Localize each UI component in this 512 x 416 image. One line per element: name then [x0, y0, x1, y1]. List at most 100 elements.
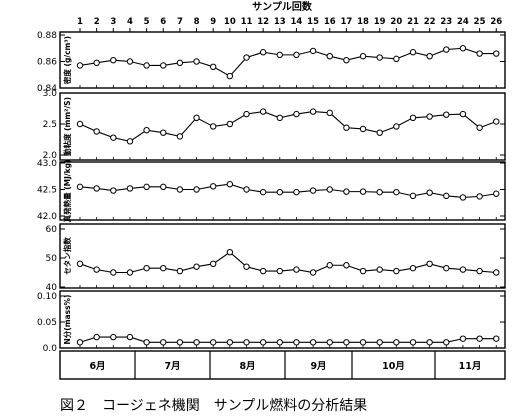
data-point [426, 53, 433, 60]
figure-caption: 図２ コージェネ機関 サンプル燃料の分析結果 [60, 397, 367, 414]
data-point [110, 269, 117, 276]
data-point [293, 339, 300, 346]
sample-number-label: 5 [144, 17, 150, 27]
sample-number-label: 21 [407, 17, 419, 27]
y-tick-label: 0.0 [43, 344, 58, 354]
data-point [493, 269, 500, 276]
data-point [426, 339, 433, 346]
data-point [359, 339, 367, 346]
data-point [443, 46, 450, 53]
month-row: 6月 7月 8月 9月 10月 11月 [59, 350, 506, 380]
data-point [243, 186, 250, 193]
data-point [326, 109, 333, 117]
data-point [76, 120, 84, 128]
data-point [126, 185, 134, 192]
data-point [359, 125, 367, 133]
data-point [276, 267, 283, 275]
panel-frame [59, 92, 506, 161]
data-point [326, 53, 333, 60]
data-point [76, 260, 84, 267]
y-tick-label: 0.84 [37, 84, 57, 94]
data-point [443, 111, 450, 118]
month-label: 6月 [89, 361, 105, 372]
data-point [93, 185, 100, 192]
sample-number-label: 15 [307, 17, 319, 27]
panel-frame [59, 161, 506, 221]
data-point [226, 181, 234, 188]
data-point [276, 339, 283, 346]
data-point [409, 192, 417, 200]
y-axis-title: セタン指数 [62, 237, 72, 275]
sample-number-label: 11 [241, 17, 253, 27]
sample-number-label: 14 [291, 17, 303, 27]
data-point [76, 62, 84, 69]
data-point [459, 110, 467, 118]
sample-number-label: 7 [177, 17, 183, 27]
panel: 60 50 40 セタン指数 [46, 223, 506, 293]
data-point [193, 58, 200, 65]
data-point [210, 183, 217, 190]
sample-number-label: 25 [474, 17, 486, 27]
month-label: 8月 [239, 361, 255, 372]
y-tick-label: 50 [46, 254, 58, 264]
data-point [226, 120, 234, 128]
data-point [343, 262, 350, 269]
data-point [226, 249, 234, 256]
data-point [143, 339, 150, 346]
data-point [226, 339, 234, 346]
sample-number-label: 13 [274, 17, 286, 27]
data-point [326, 339, 333, 346]
y-tick-label: 43.0 [37, 159, 57, 169]
data-point [459, 335, 467, 342]
y-axis-title: N分(mass%) [62, 295, 72, 345]
data-point [193, 339, 200, 346]
data-point [276, 188, 283, 196]
data-point [359, 188, 367, 195]
data-point [143, 62, 150, 69]
y-tick-label: 42.5 [37, 186, 57, 196]
series-line [79, 183, 497, 199]
data-point [210, 339, 217, 346]
data-point [426, 189, 433, 196]
data-point [343, 124, 350, 131]
data-point [476, 124, 483, 131]
data-point [259, 49, 267, 56]
data-point [426, 113, 433, 120]
data-point [176, 59, 184, 67]
data-point [393, 188, 400, 196]
data-point [309, 47, 317, 55]
data-point [409, 339, 417, 346]
data-point [476, 193, 483, 200]
y-tick-label: 0.88 [37, 31, 57, 41]
data-point [443, 339, 450, 346]
data-point [176, 267, 184, 275]
data-point [160, 339, 167, 346]
data-point [326, 262, 333, 269]
data-point [343, 339, 350, 346]
y-tick-label: 2.0 [43, 151, 58, 161]
data-point [193, 114, 200, 122]
y-axis-title: 真発熱量 (MJ/kg) [62, 160, 72, 223]
panel: 43.0 42.5 42.0 真発熱量 (MJ/kg) [37, 159, 506, 223]
sample-number-label: 10 [224, 17, 236, 27]
data-point [243, 54, 250, 61]
sample-number-label: 1 [77, 17, 83, 27]
data-point [459, 194, 467, 201]
data-point [93, 59, 100, 67]
data-point [259, 188, 267, 196]
data-point [309, 108, 317, 115]
sample-number-label: 26 [490, 17, 502, 27]
data-point [93, 333, 100, 341]
panel: 0.10 0.05 0.0 N分(mass%) [37, 290, 506, 354]
data-point [293, 188, 300, 196]
sample-number-labels: 1 2 3 4 5 6 7 8 9 10 11 12 13 14 15 16 17 18 19 20 21 22 23 24 2… [77, 17, 502, 32]
data-point [243, 339, 250, 346]
data-point [343, 56, 350, 64]
series-line [79, 251, 497, 274]
data-point [476, 335, 483, 342]
data-point [476, 50, 483, 57]
data-point [110, 187, 117, 194]
data-point [393, 55, 400, 63]
panel-frame [59, 31, 506, 89]
